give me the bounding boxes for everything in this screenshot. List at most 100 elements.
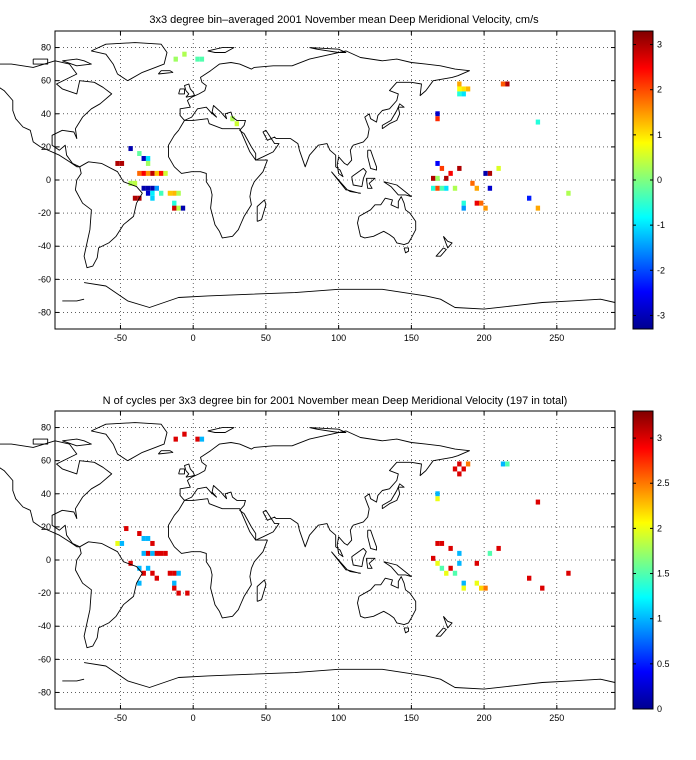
cycles-coastline-11 (381, 483, 405, 510)
cycles-bin-cell-16 (163, 550, 168, 556)
cycles-coastline-10 (157, 450, 174, 455)
cycles-bin-cell-51 (457, 560, 462, 566)
cycles-coastline-23 (207, 427, 235, 433)
cycles-colorbar-tick-label-6: 0 (657, 704, 662, 714)
velocity-bin-cell-47 (435, 111, 440, 117)
velocity-coastline-7 (403, 247, 409, 254)
cycles-bin-cell-37 (505, 461, 510, 467)
cycles-x-tick-label-4: 150 (404, 713, 419, 723)
cycles-bin-cell-20 (145, 565, 151, 571)
velocity-bin-cell-20 (141, 185, 146, 191)
cycles-y-tick-label-1: 60 (41, 456, 51, 466)
cycles-bin-cell-10 (150, 540, 155, 546)
velocity-bin-cell-9 (145, 155, 151, 161)
cycles-coastline-1 (74, 541, 143, 649)
cycles-map-title: N of cycles per 3x3 degree bin for 2001 … (103, 395, 568, 407)
cycles-bin-cell-40 (535, 499, 541, 505)
cycles-bin-cell-45 (431, 555, 436, 561)
cycles-bin-cell-14 (154, 550, 159, 556)
cycles-bin-cell-2 (195, 436, 200, 442)
cycles-bin-cell-3 (199, 436, 205, 442)
velocity-bin-cell-24 (145, 190, 151, 196)
velocity-bin-cell-18 (128, 180, 133, 186)
cycles-map-coastlines (0, 422, 616, 690)
velocity-coastline-14 (351, 167, 367, 188)
cycles-bin-cell-36 (500, 461, 506, 467)
velocity-x-tick-label-3: 100 (331, 333, 346, 343)
velocity-bin-cell-75 (566, 190, 571, 196)
velocity-colorbar-tick-label-2: 1 (657, 130, 662, 140)
velocity-bin-cell-10 (145, 160, 151, 166)
cycles-bin-cell-29 (176, 590, 181, 596)
cycles-bin-cell-28 (172, 585, 177, 591)
cycles-x-tick-label-1: 0 (191, 713, 196, 723)
velocity-bin-cell-29 (150, 195, 155, 201)
cycles-bin-cell-8 (141, 535, 146, 541)
velocity-bin-cell-30 (167, 190, 173, 196)
velocity-y-tick-label-3: 20 (41, 142, 51, 152)
velocity-x-tick-label-2: 50 (261, 333, 271, 343)
cycles-x-tick-label-2: 50 (261, 713, 271, 723)
cycles-coastline-18 (442, 616, 453, 629)
cycles-bin-cell-34 (461, 466, 466, 472)
cycles-x-tick-label-5: 200 (477, 713, 492, 723)
cycles-bin-cell-13 (150, 550, 155, 556)
velocity-bin-cell-63 (487, 170, 493, 176)
velocity-coastline-1 (74, 161, 143, 269)
cycles-colorbar-tick-label-5: 0.5 (657, 659, 670, 669)
velocity-bin-cell-6 (128, 146, 133, 152)
velocity-bin-cell-17 (163, 170, 168, 176)
cycles-colorbar: 3 2.5 2 1.5 1 0.5 0 (632, 410, 670, 714)
velocity-bin-cell-44 (461, 91, 466, 97)
cycles-coastline-2 (90, 422, 168, 462)
cycles-bin-cell-31 (452, 466, 458, 472)
cycles-bin-cell-52 (487, 550, 493, 556)
velocity-y-tick-label-1: 60 (41, 76, 51, 86)
cycles-bin-cell-21 (150, 570, 155, 576)
velocity-bin-cell-3 (199, 56, 205, 62)
velocity-bin-cell-46 (505, 81, 510, 87)
velocity-bin-cell-52 (448, 170, 453, 176)
velocity-bin-cell-8 (141, 155, 146, 161)
cycles-bin-cell-0 (173, 436, 178, 442)
cycles-coastline-8 (184, 463, 196, 478)
velocity-colorbar-tick-label-3: 0 (657, 175, 662, 185)
velocity-y-tick-label-6: -40 (38, 241, 51, 251)
cycles-y-tick-label-0: 80 (41, 423, 51, 433)
cycles-colorbar-ticks: 3 2.5 2 1.5 1 0.5 0 (633, 433, 670, 714)
velocity-x-tick-label-0: -50 (114, 333, 127, 343)
velocity-bin-cell-21 (145, 185, 151, 191)
cycles-map-y-ticks: 80 60 40 20 0 -20 -40 -60 -80 (38, 423, 615, 697)
velocity-bin-cell-55 (435, 175, 440, 181)
cycles-y-tick-label-5: -20 (38, 588, 51, 598)
velocity-bin-cell-25 (150, 190, 155, 196)
cycles-bin-cell-49 (448, 565, 453, 571)
velocity-bin-cell-43 (457, 91, 462, 97)
velocity-bin-cell-68 (461, 200, 466, 206)
cycles-coastline-24 (62, 438, 92, 447)
cycles-bin-cell-32 (457, 461, 462, 467)
cycles-bin-cell-9 (145, 535, 151, 541)
velocity-bin-cell-14 (150, 170, 155, 176)
cycles-coastline-22 (309, 427, 347, 433)
velocity-bin-cell-66 (474, 185, 479, 191)
cycles-bin-cell-59 (483, 585, 488, 591)
velocity-bin-cell-53 (457, 165, 462, 171)
velocity-bin-cell-58 (435, 185, 440, 191)
velocity-bin-cell-39 (457, 81, 462, 87)
velocity-map-title: 3x3 degree bin–averaged 2001 November me… (149, 14, 539, 26)
velocity-bin-cell-73 (527, 195, 532, 201)
cycles-colorbar-gradient (633, 411, 653, 709)
cycles-bin-cell-38 (435, 491, 440, 497)
velocity-bin-cell-13 (145, 170, 151, 176)
velocity-map-y-ticks: 80 60 40 20 0 -20 -40 -60 -80 (38, 43, 615, 317)
velocity-bin-cell-69 (461, 205, 466, 211)
velocity-bin-cell-36 (180, 205, 186, 211)
velocity-bin-cell-50 (435, 160, 440, 166)
cycles-bin-cell-33 (457, 471, 462, 477)
velocity-colorbar-tick-label-5: -2 (657, 265, 665, 275)
cycles-colorbar-tick-label-1: 2.5 (657, 478, 670, 488)
cycles-coastline-6 (357, 576, 417, 626)
velocity-bin-cell-41 (461, 86, 466, 92)
